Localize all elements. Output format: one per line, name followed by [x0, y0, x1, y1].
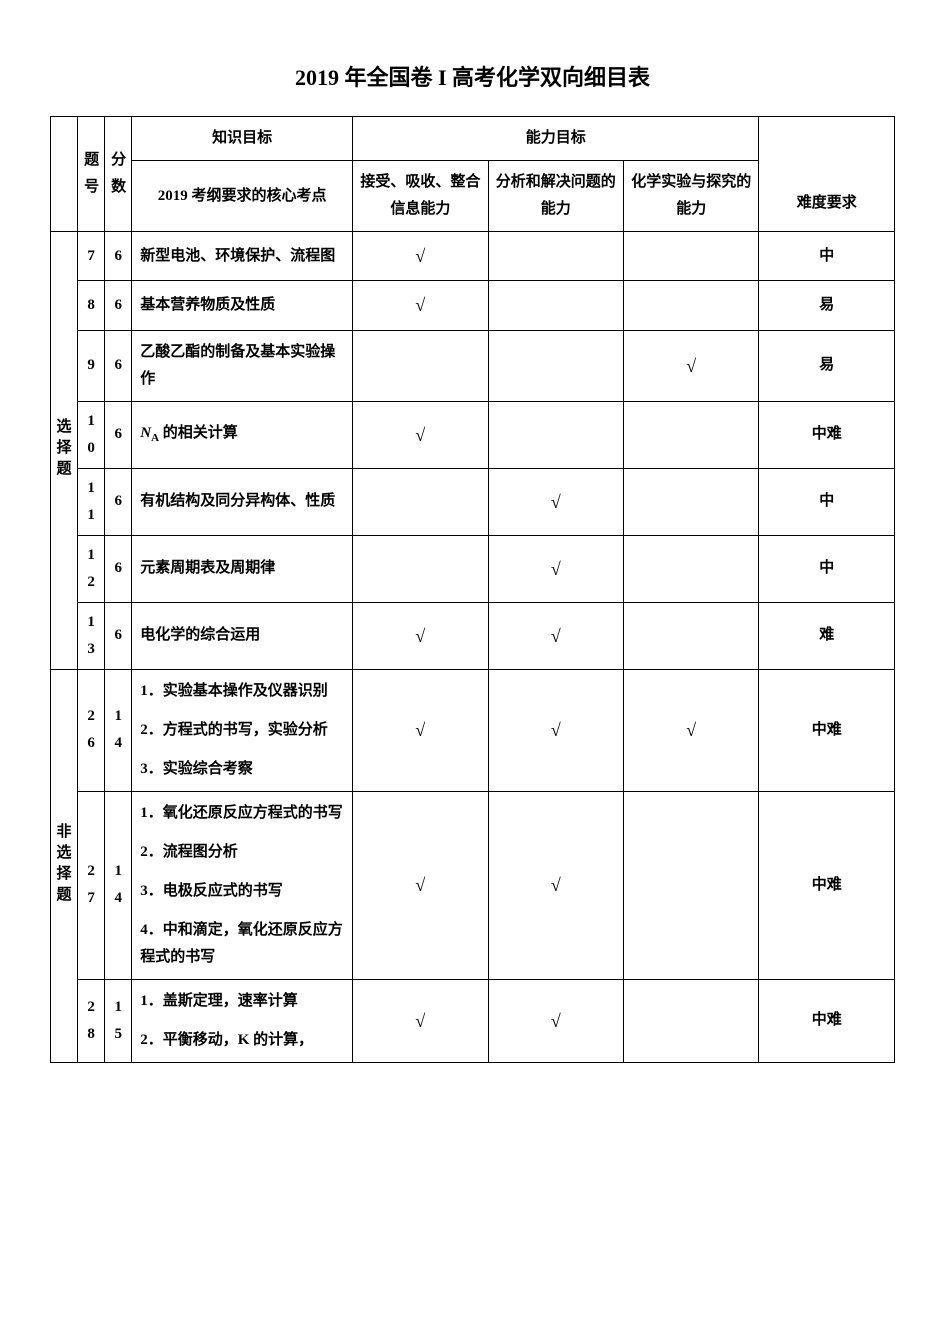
ability-check-2: √	[488, 669, 623, 791]
section-label: 非选择题	[51, 669, 78, 1062]
difficulty-level: 中	[759, 232, 895, 281]
ability-check-3	[623, 602, 758, 669]
score-value: 6	[105, 330, 132, 401]
ability-check-1: √	[353, 401, 488, 468]
ability-check-1: √	[353, 232, 488, 281]
knowledge-point: 新型电池、环境保护、流程图	[132, 232, 353, 281]
difficulty-level: 中难	[759, 791, 895, 979]
difficulty-level: 易	[759, 330, 895, 401]
ability-check-1: √	[353, 281, 488, 330]
difficulty-level: 中	[759, 468, 895, 535]
score-value: 14	[105, 669, 132, 791]
col-knowledge: 知识目标	[132, 117, 353, 161]
col-difficulty: 难度要求	[759, 117, 895, 232]
question-number: 10	[78, 401, 105, 468]
score-value: 14	[105, 791, 132, 979]
difficulty-level: 中	[759, 535, 895, 602]
question-number: 8	[78, 281, 105, 330]
score-value: 6	[105, 535, 132, 602]
page-title: 2019 年全国卷 I 高考化学双向细目表	[50, 60, 895, 92]
difficulty-level: 中难	[759, 979, 895, 1062]
question-number: 7	[78, 232, 105, 281]
ability-check-1	[353, 330, 488, 401]
ability-check-2	[488, 401, 623, 468]
ability-check-3	[623, 232, 758, 281]
ability-check-2: √	[488, 979, 623, 1062]
col-ability2: 分析和解决问题的能力	[488, 161, 623, 232]
ability-check-2: √	[488, 791, 623, 979]
ability-check-1: √	[353, 979, 488, 1062]
ability-check-1	[353, 535, 488, 602]
ability-check-1: √	[353, 669, 488, 791]
ability-check-3	[623, 281, 758, 330]
question-number: 11	[78, 468, 105, 535]
col-ability1: 接受、吸收、整合信息能力	[353, 161, 488, 232]
ability-check-2: √	[488, 602, 623, 669]
question-number: 26	[78, 669, 105, 791]
ability-check-3: √	[623, 330, 758, 401]
score-value: 6	[105, 401, 132, 468]
ability-check-3	[623, 535, 758, 602]
question-number: 27	[78, 791, 105, 979]
ability-check-3	[623, 401, 758, 468]
ability-check-1	[353, 468, 488, 535]
main-table: 题号 分数 知识目标 能力目标 难度要求 2019 考纲要求的核心考点 接受、吸…	[50, 116, 895, 1063]
question-number: 13	[78, 602, 105, 669]
knowledge-point: 电化学的综合运用	[132, 602, 353, 669]
ability-check-2	[488, 330, 623, 401]
ability-check-3: √	[623, 669, 758, 791]
ability-check-2	[488, 232, 623, 281]
difficulty-level: 中难	[759, 401, 895, 468]
knowledge-point: 乙酸乙酯的制备及基本实验操作	[132, 330, 353, 401]
ability-check-2: √	[488, 468, 623, 535]
knowledge-point: 1．氧化还原反应方程式的书写2．流程图分析3．电极反应式的书写4．中和滴定，氧化…	[132, 791, 353, 979]
col-qnum: 题号	[78, 117, 105, 232]
score-value: 15	[105, 979, 132, 1062]
ability-check-3	[623, 791, 758, 979]
question-number: 9	[78, 330, 105, 401]
knowledge-point: 1．盖斯定理，速率计算2．平衡移动，K 的计算，	[132, 979, 353, 1062]
knowledge-point: 基本营养物质及性质	[132, 281, 353, 330]
col-score: 分数	[105, 117, 132, 232]
question-number: 28	[78, 979, 105, 1062]
score-value: 6	[105, 602, 132, 669]
difficulty-level: 难	[759, 602, 895, 669]
col-kakaopoint: 2019 考纲要求的核心考点	[132, 161, 353, 232]
col-ability3: 化学实验与探究的能力	[623, 161, 758, 232]
knowledge-point: 有机结构及同分异构体、性质	[132, 468, 353, 535]
knowledge-point: 元素周期表及周期律	[132, 535, 353, 602]
score-value: 6	[105, 281, 132, 330]
difficulty-level: 易	[759, 281, 895, 330]
ability-check-2: √	[488, 535, 623, 602]
col-ability: 能力目标	[353, 117, 759, 161]
ability-check-1: √	[353, 791, 488, 979]
ability-check-3	[623, 468, 758, 535]
score-value: 6	[105, 232, 132, 281]
section-label: 选择题	[51, 232, 78, 670]
difficulty-level: 中难	[759, 669, 895, 791]
score-value: 6	[105, 468, 132, 535]
ability-check-3	[623, 979, 758, 1062]
knowledge-point: NA 的相关计算	[132, 401, 353, 468]
ability-check-2	[488, 281, 623, 330]
question-number: 12	[78, 535, 105, 602]
knowledge-point: 1．实验基本操作及仪器识别2．方程式的书写，实验分析3．实验综合考察	[132, 669, 353, 791]
ability-check-1: √	[353, 602, 488, 669]
